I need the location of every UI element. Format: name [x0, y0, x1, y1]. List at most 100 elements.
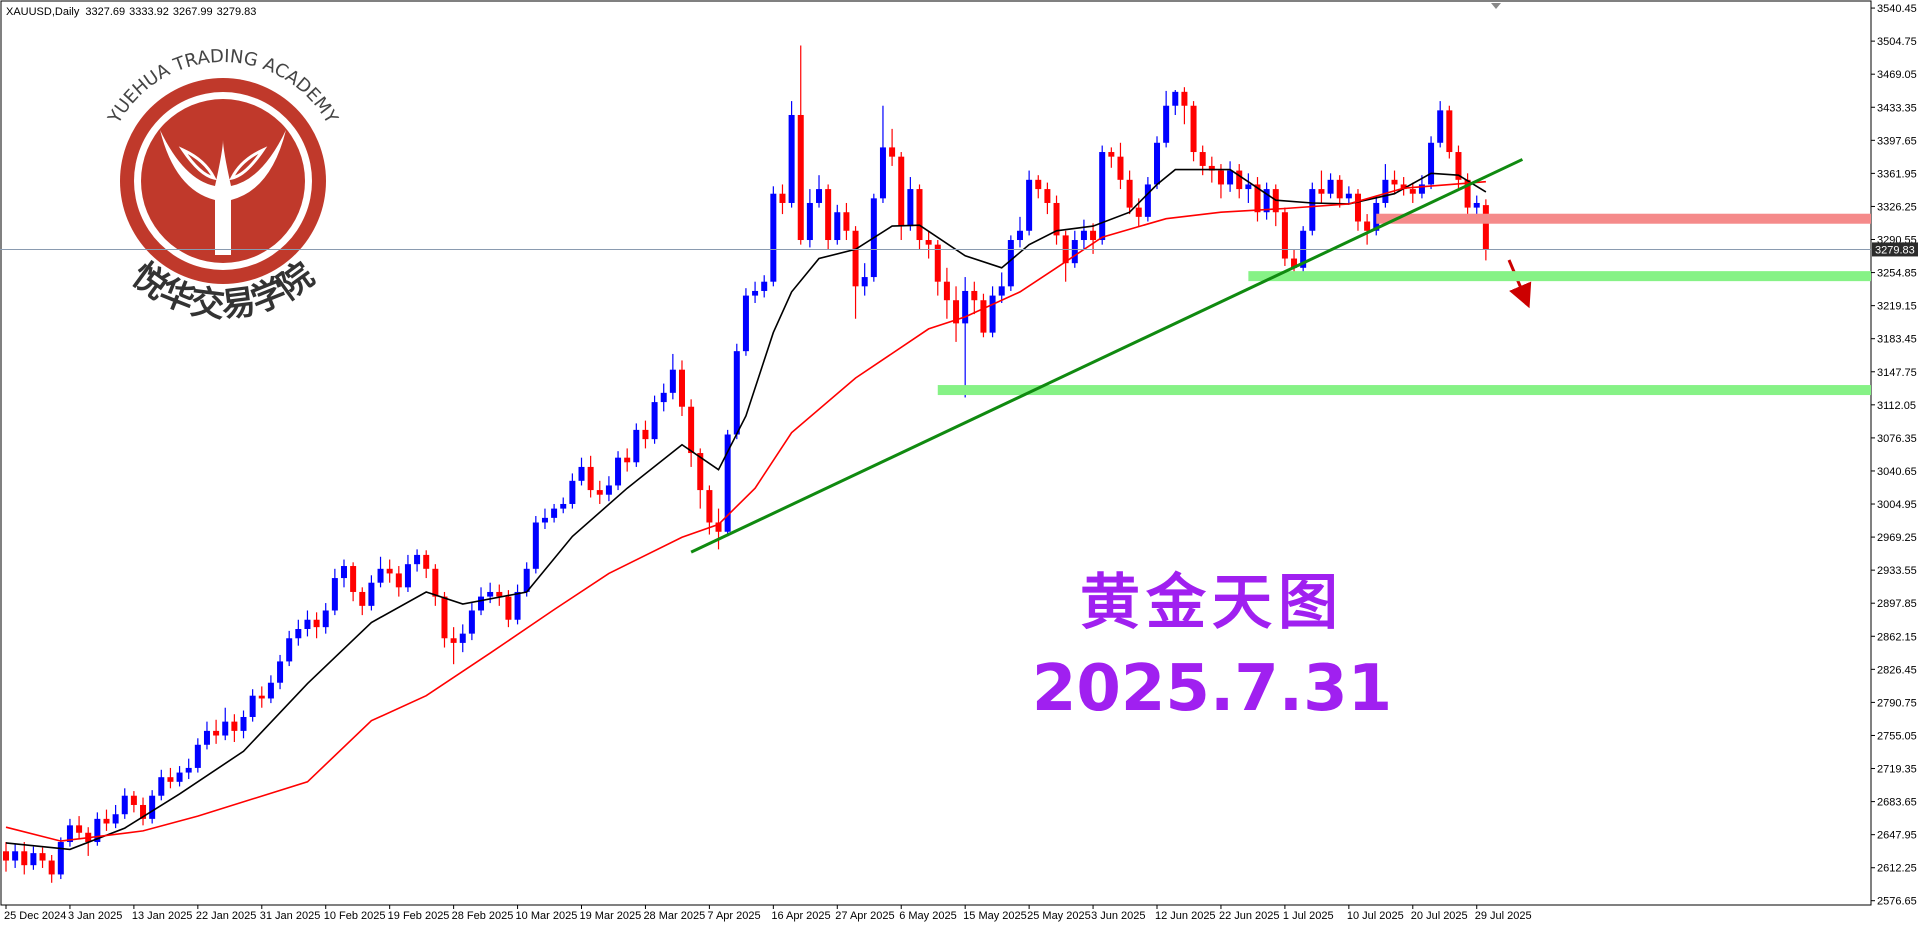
candle-body [1400, 184, 1407, 190]
header: XAUUSD,Daily 3327.69 3333.92 3267.99 3279.83 [6, 6, 256, 18]
candle-body [359, 591, 366, 606]
candle-body [1172, 91, 1179, 106]
x-tick-label: 19 Feb 2025 [388, 910, 450, 922]
annotation-date: 2025.7.31 [1032, 652, 1392, 726]
candle-body [752, 290, 759, 296]
y-tick-label: 2933.55 [1877, 565, 1917, 577]
candle-body [788, 114, 795, 203]
candle-body [861, 277, 868, 287]
candle-body [441, 596, 448, 639]
y-tick-label: 2862.15 [1877, 631, 1917, 643]
candle-body [459, 633, 466, 643]
candle-body [158, 777, 165, 796]
candle-body [1473, 202, 1480, 208]
candle-body [1437, 110, 1444, 143]
candle-body [1035, 179, 1042, 190]
candle-body [112, 814, 119, 824]
y-tick-label: 2576.65 [1877, 896, 1917, 908]
candle-body [907, 189, 914, 227]
y-tick-label: 3147.75 [1877, 367, 1917, 379]
y-tick-label: 2612.25 [1877, 863, 1917, 875]
candle-body [669, 369, 676, 393]
candle-body [277, 661, 284, 683]
candle-body [1455, 152, 1462, 180]
candle-body [1236, 170, 1243, 190]
x-tick-label: 31 Jan 2025 [260, 910, 321, 922]
candle-body [724, 434, 731, 532]
candle-body [980, 300, 987, 333]
candle-body [1345, 193, 1352, 199]
candle-body [3, 851, 9, 861]
y-tick-label: 2826.45 [1877, 664, 1917, 676]
candle-body [377, 568, 384, 583]
candle-body [678, 369, 685, 407]
candle-body [633, 429, 640, 463]
candle-body [103, 818, 110, 824]
candle-body [1336, 179, 1343, 199]
candle-body [596, 490, 603, 495]
candle-body [1117, 156, 1124, 180]
last-close: 3279.83 [217, 6, 257, 18]
candle-body [806, 202, 813, 241]
candle-body [770, 193, 777, 282]
candle-body [852, 230, 859, 287]
price-label: 3279.83 [1875, 244, 1915, 256]
candle-body [386, 568, 393, 574]
candle-body [1071, 240, 1078, 264]
candle-body [350, 566, 357, 592]
plot-frame [0, 0, 1872, 906]
candle-body [267, 682, 274, 699]
candle-body [1154, 142, 1161, 185]
candle-body [1090, 230, 1097, 241]
candle-body [587, 466, 594, 491]
candle-body [66, 825, 73, 843]
candle-body [149, 795, 156, 819]
x-tick-label: 7 Apr 2025 [707, 910, 760, 922]
x-tick-label: 3 Jan 2025 [68, 910, 122, 922]
candle-body [121, 795, 128, 815]
candle-body [715, 522, 722, 532]
candle-body [1144, 184, 1151, 217]
candle-body [249, 695, 256, 717]
candle-body [541, 517, 548, 523]
x-tick-label: 25 May 2025 [1027, 910, 1091, 922]
x-tick-label: 3 Jun 2025 [1091, 910, 1145, 922]
candle-body [1364, 221, 1371, 231]
last-high: 3333.92 [129, 6, 169, 18]
candle-body [21, 851, 28, 866]
candle-body [322, 610, 329, 628]
candle-body [331, 578, 338, 611]
candle-body [1217, 170, 1224, 185]
last-open: 3327.69 [85, 6, 125, 18]
zone [937, 385, 1871, 396]
candle-body [1080, 230, 1087, 241]
candle-body [12, 851, 19, 861]
candle-body [222, 721, 229, 736]
candle-body [1007, 240, 1014, 287]
logo-mark [160, 130, 286, 255]
candle-body [514, 591, 521, 620]
candle-body [843, 212, 850, 231]
candle-body [1263, 189, 1270, 213]
candle-body [1099, 152, 1106, 241]
candle-body [57, 842, 64, 875]
candle-body [30, 853, 37, 866]
x-tick-label: 28 Mar 2025 [643, 910, 705, 922]
candle-body [1163, 105, 1170, 143]
y-tick-label: 3469.05 [1877, 69, 1917, 81]
candle-body [925, 240, 932, 245]
candle-body [989, 295, 996, 333]
candle-body [551, 508, 558, 518]
candle-body [1135, 207, 1142, 217]
candle-body [213, 730, 220, 736]
candle-body [185, 767, 192, 773]
y-tick-label: 3361.95 [1877, 168, 1917, 180]
x-tick-label: 1 Jul 2025 [1283, 910, 1334, 922]
candle-body [1208, 165, 1215, 171]
candle-body [879, 147, 886, 199]
candle-body [971, 290, 978, 301]
y-tick-label: 2755.05 [1877, 730, 1917, 742]
candle-body [733, 351, 740, 435]
y-tick-label: 3433.35 [1877, 102, 1917, 114]
x-tick-label: 13 Jan 2025 [132, 910, 193, 922]
